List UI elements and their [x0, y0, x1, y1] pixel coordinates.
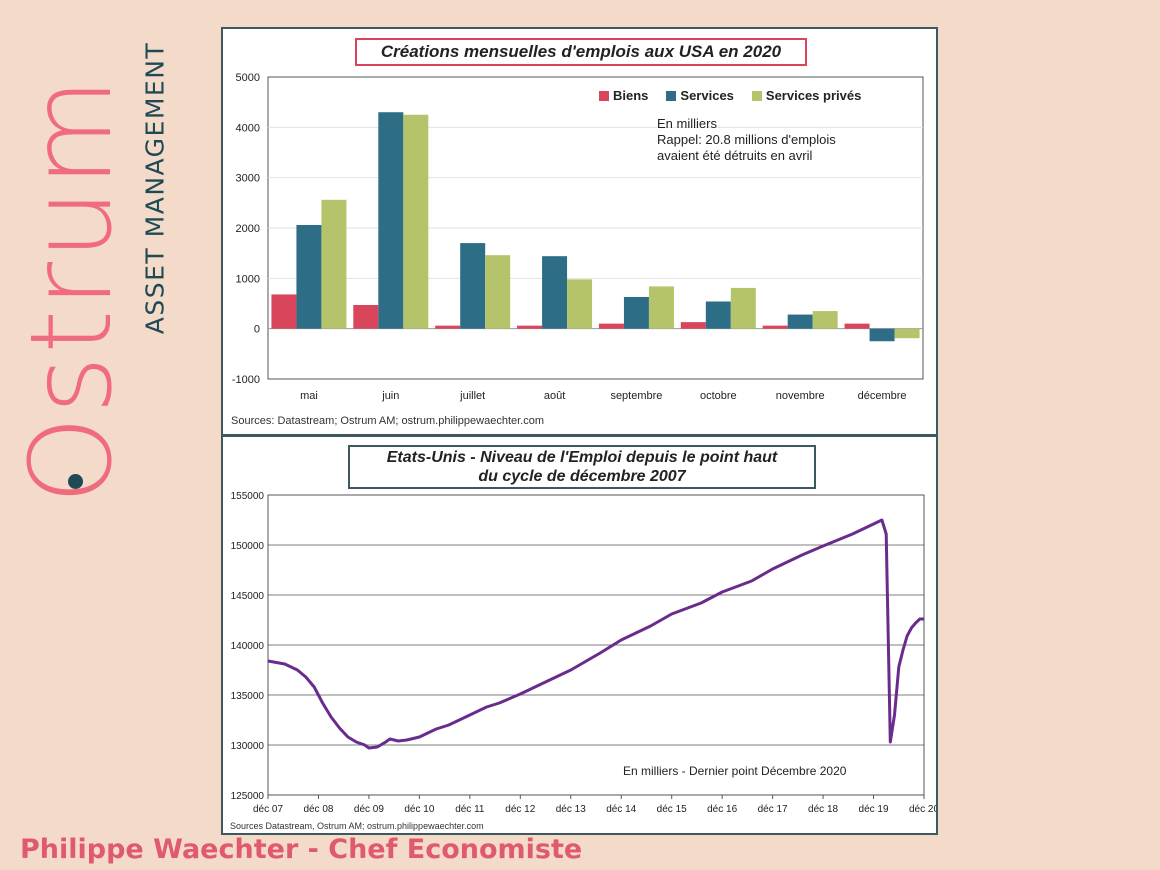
line-chart: 125000 130000 135000 140000 145000 150000 1550…	[231, 491, 936, 815]
legend-item-services-prives: Services privés	[751, 88, 862, 103]
bar-services-prives-septembre	[648, 286, 674, 329]
x-tick-label: mai	[300, 390, 318, 402]
x-tick-label: déc 10	[404, 804, 434, 815]
y-tick-label: 3000	[236, 173, 260, 185]
legend-swatch-biens	[599, 90, 609, 101]
bar-services-prives-aout	[567, 279, 593, 329]
bar-chart-source: Sources: Datastream; Ostrum AM; ostrum.p…	[231, 415, 545, 427]
x-tick-label: août	[544, 390, 565, 402]
x-tick-label: juin	[381, 390, 399, 402]
line-chart-title-line-1: Etats-Unis - Niveau de l'Emploi depuis l…	[386, 449, 778, 466]
bar-services-prives-mai	[321, 199, 347, 329]
legend-label-biens: Biens	[613, 88, 649, 103]
x-tick-label: déc 15	[657, 804, 687, 815]
bar-biens-juillet	[435, 325, 461, 329]
bar-services-juin	[378, 112, 404, 329]
bar-chart-legend: Biens Services Services privés	[599, 88, 861, 103]
bar-chart-panel: -1000 0 1000 2000 3000 4000 5000 mai juin juillet…	[221, 27, 938, 436]
bar-chart-annotation: En milliers Rappel: 20.8 millions d'empl…	[657, 116, 836, 164]
y-tick-label: 0	[254, 324, 260, 336]
bar-biens-mai	[271, 294, 297, 329]
legend-label-services: Services	[680, 88, 734, 103]
legend-label-services-prives: Services privés	[765, 88, 862, 103]
brand-tagline: ASSET MANAGEMENT	[140, 41, 170, 335]
x-tick-label: juillet	[459, 390, 485, 402]
y-tick-label: 4000	[236, 122, 260, 134]
y-tick-label: 135000	[231, 691, 265, 702]
y-tick-label: 145000	[231, 591, 265, 602]
x-tick-label: déc 12	[505, 804, 535, 815]
x-tick-label: octobre	[700, 390, 737, 402]
bar-services-novembre	[787, 314, 813, 329]
bar-biens-decembre	[844, 323, 870, 329]
bar-biens-septembre	[598, 323, 624, 329]
x-tick-label: déc 18	[808, 804, 838, 815]
brand-logo: Ostrum	[7, 75, 137, 505]
y-tick-label: 130000	[231, 741, 265, 752]
annotation-line-3: avaient été détruits en avril	[657, 148, 813, 163]
bar-chart-title: Créations mensuelles d'emplois aux USA e…	[355, 38, 807, 66]
y-tick-label: -1000	[232, 374, 260, 386]
line-chart-panel: 125000 130000 135000 140000 145000 150000 1550…	[221, 435, 938, 835]
line-chart-annotation: En milliers - Dernier point Décembre 202…	[623, 764, 847, 778]
x-tick-label: décembre	[858, 390, 907, 402]
bar-services-prives-octobre	[730, 287, 756, 329]
bar-services-juillet	[460, 243, 486, 329]
bar-biens-octobre	[680, 322, 706, 329]
legend-item-services: Services	[666, 88, 734, 103]
annotation-line-1: En milliers	[657, 116, 717, 131]
brand-dot	[68, 474, 83, 489]
y-tick-label: 1000	[236, 273, 260, 285]
bar-services-prives-decembre	[894, 328, 920, 339]
legend-swatch-services-prives	[751, 90, 762, 101]
bar-services-septembre	[623, 296, 649, 329]
bar-services-prives-juin	[403, 114, 429, 329]
y-tick-label: 150000	[231, 541, 265, 552]
bar-services-mai	[296, 224, 322, 329]
x-tick-label: déc 19	[859, 804, 889, 815]
footer-author: Philippe Waechter - Chef Economiste	[20, 834, 583, 865]
line-chart-source: Sources Datastream, Ostrum AM; ostrum.ph…	[230, 821, 484, 831]
y-tick-label: 155000	[231, 491, 265, 502]
x-tick-label: déc 11	[455, 804, 485, 815]
employment-line	[267, 518, 924, 750]
x-tick-label: déc 13	[556, 804, 586, 815]
line-chart-title: Etats-Unis - Niveau de l'Emploi depuis l…	[348, 445, 816, 489]
bar-services-prives-juillet	[485, 255, 511, 329]
y-tick-label: 5000	[236, 72, 260, 84]
bar-biens-aout	[517, 325, 543, 329]
y-tick-label: 2000	[236, 223, 260, 235]
x-tick-label: déc 09	[354, 804, 384, 815]
bar-services-aout	[542, 256, 568, 329]
bar-biens-juin	[353, 305, 379, 329]
x-tick-label: déc 14	[606, 804, 636, 815]
bar-services-octobre	[705, 301, 731, 329]
x-tick-label: déc 16	[707, 804, 737, 815]
x-tick-label: déc 08	[303, 804, 333, 815]
bar-biens-novembre	[762, 325, 788, 329]
y-tick-label: 125000	[231, 791, 265, 802]
x-tick-label: novembre	[776, 390, 825, 402]
line-chart-title-line-2: du cycle de décembre 2007	[478, 468, 686, 485]
x-tick-label: déc 20	[909, 804, 936, 815]
bar-services-decembre	[869, 328, 895, 342]
legend-swatch-services	[666, 90, 677, 101]
y-tick-label: 140000	[231, 641, 265, 652]
legend-item-biens: Biens	[599, 88, 648, 103]
bar-services-prives-novembre	[812, 311, 838, 329]
annotation-line-2: Rappel: 20.8 millions d'emplois	[657, 132, 836, 147]
x-tick-label: septembre	[610, 390, 662, 402]
x-tick-label: déc 07	[253, 804, 283, 815]
x-tick-label: déc 17	[758, 804, 788, 815]
bar-chart: -1000 0 1000 2000 3000 4000 5000 mai juin juillet…	[232, 72, 924, 402]
